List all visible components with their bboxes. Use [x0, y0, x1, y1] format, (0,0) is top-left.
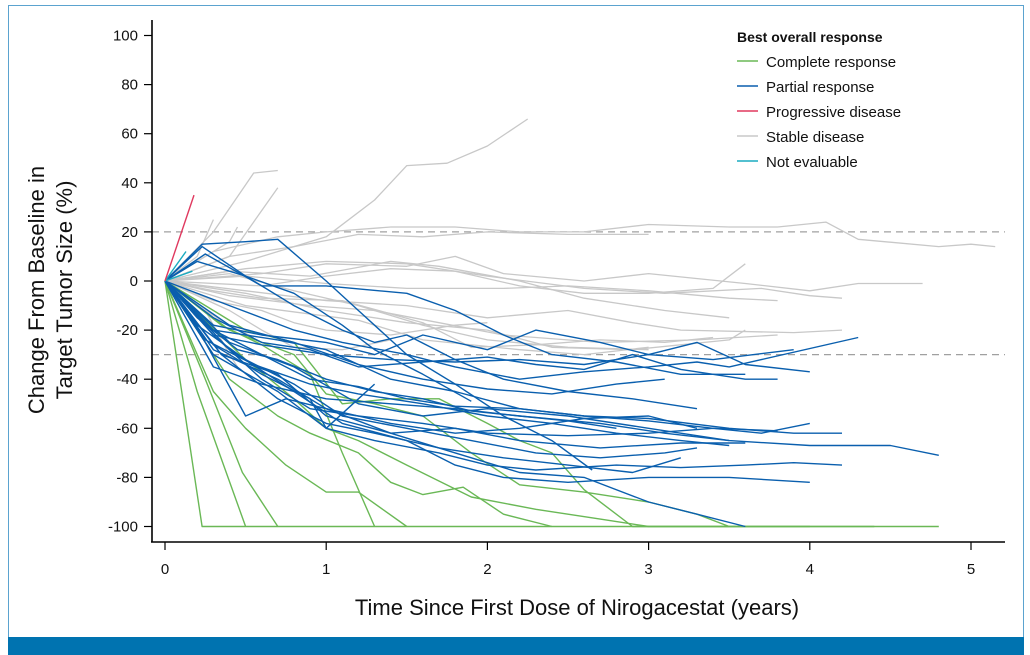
y-tick-label-40: 40	[121, 175, 138, 192]
y-tick-label--40: -40	[116, 371, 138, 388]
series-line-pr-30	[164, 280, 939, 456]
y-tick-label-100: 100	[113, 28, 138, 45]
y-tick-label-60: 60	[121, 126, 138, 143]
x-tick-label-4: 4	[806, 561, 814, 578]
series-line-pr-39	[164, 280, 778, 432]
series-line-ne-56	[164, 251, 187, 282]
legend-label-pd: Progressive disease	[766, 104, 901, 121]
legend-label-cr: Complete response	[766, 54, 896, 71]
series-line-pr-27	[164, 280, 778, 380]
series-line-pr-35	[164, 280, 746, 528]
x-tick-label-1: 1	[322, 561, 330, 578]
series-line-pd-55	[164, 194, 195, 282]
y-tick-label-0: 0	[130, 273, 138, 290]
x-tick-label-0: 0	[161, 561, 169, 578]
series-line-ne-57	[164, 270, 193, 282]
y-tick-label--60: -60	[116, 420, 138, 437]
series-line-cr-53	[164, 280, 875, 528]
series-line-pr-36	[164, 280, 730, 442]
series-line-pr-40	[164, 280, 698, 459]
y-tick-label-80: 80	[121, 77, 138, 94]
legend: Best overall response Complete response P…	[737, 29, 901, 171]
series-line-sd-0	[164, 118, 529, 282]
figure-frame	[8, 5, 1024, 637]
series-line-pr-22	[164, 238, 593, 471]
series-line-cr-49	[164, 280, 408, 528]
series-line-pr-42	[164, 280, 376, 429]
y-tick-label--100: -100	[108, 519, 138, 536]
series-line-sd-2	[164, 231, 649, 282]
series-line-cr-48	[164, 280, 279, 527]
series-line-pr-25	[164, 260, 698, 410]
series-line-sd-14	[164, 275, 778, 302]
series-line-cr-54	[164, 280, 376, 527]
series-layer	[164, 118, 996, 528]
series-line-pr-38	[164, 280, 730, 447]
series-line-pr-28	[164, 280, 810, 373]
series-line-pr-43	[164, 280, 617, 429]
series-line-cr-50	[164, 280, 553, 528]
y-axis-title-line-1: Change From Baseline in	[24, 166, 49, 414]
series-line-sd-10	[164, 280, 778, 344]
series-line-pr-33	[164, 280, 843, 471]
series-line-sd-9	[164, 280, 843, 334]
footer-band	[8, 637, 1024, 655]
series-line-pr-26	[164, 280, 859, 380]
series-line-cr-51	[164, 280, 810, 528]
legend-label-ne: Not evaluable	[766, 154, 858, 171]
series-line-pr-41	[164, 280, 682, 474]
x-tick-label-2: 2	[483, 561, 491, 578]
series-line-sd-1	[164, 221, 996, 282]
series-line-sd-15	[164, 280, 714, 348]
series-line-sd-7	[164, 255, 923, 292]
y-tick-label--20: -20	[116, 322, 138, 339]
x-tick-label-5: 5	[967, 561, 975, 578]
series-line-pr-23	[164, 245, 472, 402]
series-line-cr-47	[164, 280, 247, 527]
legend-label-pr: Partial response	[766, 79, 874, 96]
y-axis-title-line-2: Target Tumor Size (%)	[52, 181, 77, 400]
legend-label-sd: Stable disease	[766, 129, 864, 146]
series-line-sd-5	[164, 219, 214, 282]
series-line-pr-44	[164, 280, 794, 366]
x-axis-title: Time Since First Dose of Nirogacestat (y…	[355, 595, 799, 620]
series-line-sd-20	[164, 260, 730, 319]
axes: 100 80 60 40 20 0 -20 -40 -60 -80 -100 0 1 2 3 4 5	[108, 20, 1005, 578]
series-line-pr-45	[164, 280, 665, 395]
legend-title: Best overall response	[737, 29, 883, 45]
series-line-sd-16	[164, 280, 649, 356]
series-line-pr-34	[164, 280, 810, 483]
y-tick-label-20: 20	[121, 224, 138, 241]
y-tick-label--80: -80	[116, 469, 138, 486]
x-tick-label-3: 3	[644, 561, 652, 578]
series-line-sd-21	[164, 260, 843, 299]
